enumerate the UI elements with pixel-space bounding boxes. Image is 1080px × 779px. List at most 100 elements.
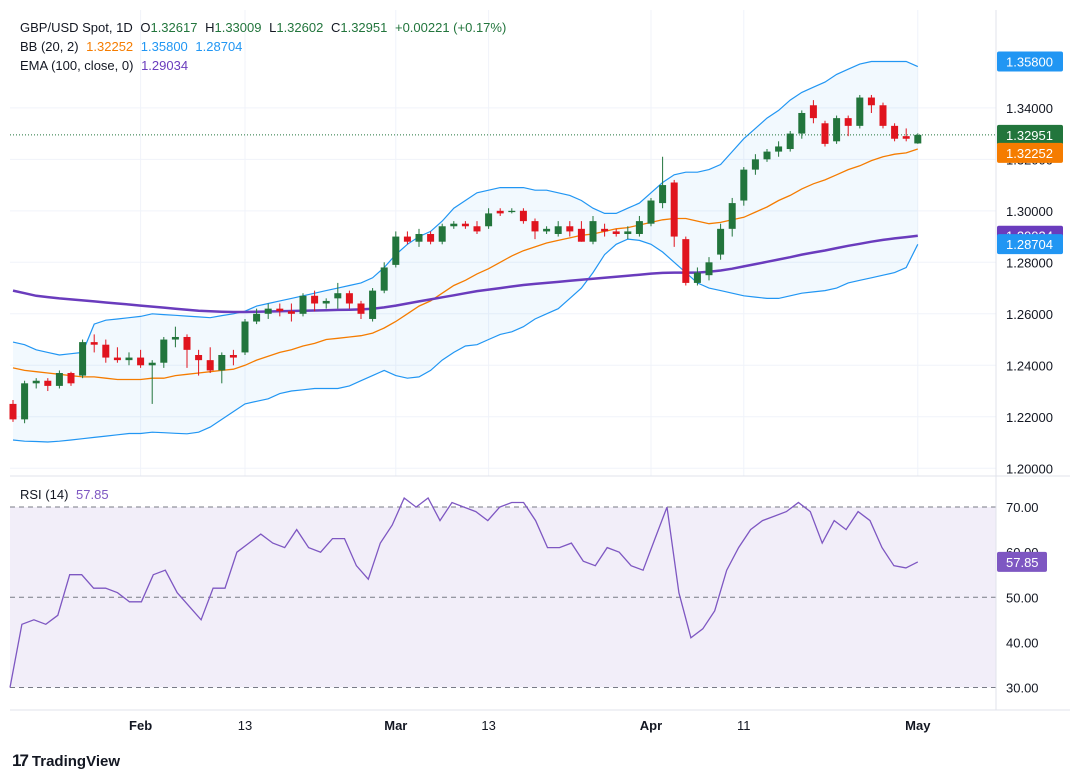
time-tick-label: May (905, 718, 931, 733)
price-tick-label: 1.26000 (1006, 307, 1053, 322)
candle-body (577, 228, 585, 242)
overlay-lines (10, 60, 996, 443)
ema-label: EMA (100, close, 0) (20, 58, 134, 73)
candle-body (751, 159, 759, 170)
ema-line (12, 234, 918, 314)
candle (519, 208, 527, 224)
candle (171, 326, 179, 348)
candle-body (183, 336, 191, 350)
candle (647, 197, 655, 227)
time-tick-label: Feb (129, 718, 152, 733)
candle (183, 334, 191, 368)
candle (148, 360, 156, 404)
bb-fill-area (13, 61, 918, 442)
price-tick-label: 1.24000 (1006, 358, 1053, 373)
bb-upper-value: 1.35800 (140, 39, 188, 54)
time-tick-label: 13 (238, 718, 252, 733)
candle (253, 308, 261, 325)
candle (543, 226, 551, 234)
candle (113, 347, 121, 363)
candle (90, 334, 98, 353)
candle-body (554, 226, 562, 234)
time-tick-label: 11 (737, 718, 751, 733)
candle (461, 221, 469, 229)
candle (345, 290, 353, 309)
candle-body (647, 200, 655, 224)
candle-body (345, 293, 353, 304)
bb-basis-line (12, 148, 919, 381)
bb-mid-value: 1.32252 (86, 39, 134, 54)
candle (218, 352, 226, 384)
candle-body (809, 105, 817, 119)
legend-ema: EMA (100, close, 0) 1.29034 (20, 58, 192, 73)
price-tag: 1.32951 (997, 124, 1063, 145)
tradingview-logo[interactable]: 17 TradingView (12, 751, 120, 771)
candle (264, 303, 272, 319)
candle-body (601, 228, 609, 232)
price-tag: 1.28704 (997, 234, 1063, 255)
rsi-label: RSI (14) (20, 487, 69, 502)
candle-body (32, 380, 40, 384)
candle-body (902, 136, 910, 139)
ema-value: 1.29034 (141, 58, 189, 73)
candle (276, 303, 284, 317)
candle-body (635, 221, 643, 234)
candle (867, 94, 875, 113)
candle (763, 149, 771, 162)
candle-body (856, 97, 864, 126)
candle-body (775, 146, 783, 152)
candle-body (113, 357, 121, 361)
candle (496, 208, 504, 216)
candle (206, 347, 214, 374)
candle (334, 282, 342, 309)
candle (241, 318, 249, 355)
candle (670, 179, 678, 247)
candle-body (102, 344, 110, 358)
candle (589, 215, 597, 245)
rsi-value-tag-text: 57.85 (1006, 555, 1039, 570)
close-label: C (330, 20, 341, 35)
candle (914, 133, 922, 144)
bb-lower-line (12, 238, 919, 443)
candle (369, 288, 377, 322)
price-tick-label: 1.34000 (1006, 101, 1053, 116)
candle-body (427, 233, 435, 242)
time-tick-label: Apr (640, 718, 662, 733)
bb-label: BB (20, 2) (20, 39, 79, 54)
candle-body (287, 311, 295, 314)
candle (833, 115, 841, 144)
candle-body (311, 295, 319, 304)
bb-lower-value: 1.28704 (195, 39, 243, 54)
candle-body (438, 226, 446, 242)
candle (229, 349, 237, 366)
candle-body (90, 342, 98, 345)
open-value: 1.32617 (150, 20, 198, 35)
candle-body (531, 221, 539, 232)
time-tick-label: Mar (384, 718, 407, 733)
candle (809, 100, 817, 124)
candle-body (705, 262, 713, 276)
candle-body (659, 185, 667, 204)
candle-body (357, 303, 365, 314)
candle-body (867, 97, 875, 106)
candle-body (879, 105, 887, 126)
candle-body (264, 308, 272, 314)
candle-body (380, 267, 388, 291)
candle-body (763, 151, 771, 160)
rsi-value: 57.85 (76, 487, 109, 502)
candle-body (612, 231, 620, 234)
candle (531, 218, 539, 240)
candle (682, 236, 690, 286)
candle-body (253, 313, 261, 322)
candle-body (485, 213, 493, 227)
candle-body (786, 133, 794, 150)
low-value: 1.32602 (276, 20, 324, 35)
candle (891, 123, 899, 142)
candle-body (137, 357, 145, 366)
candlestick-series[interactable] (9, 94, 922, 424)
candle-body (914, 134, 922, 144)
candle-body (229, 354, 237, 358)
candle (195, 349, 203, 376)
price-tick-label: 1.28000 (1006, 255, 1053, 270)
candle (740, 167, 748, 206)
